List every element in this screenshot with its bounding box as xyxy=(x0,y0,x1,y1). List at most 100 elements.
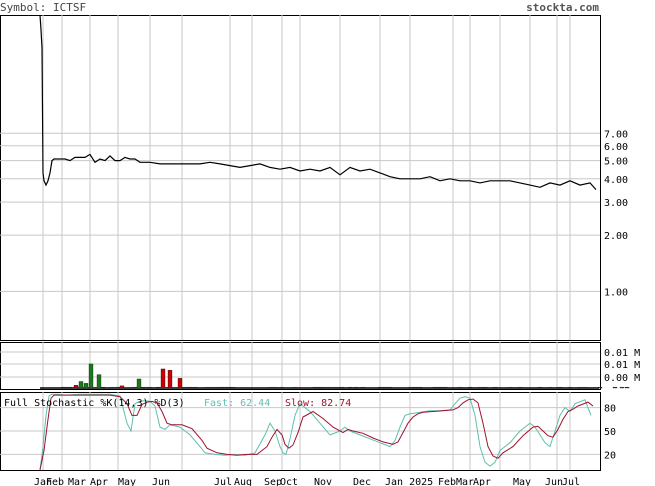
volume-bar xyxy=(100,386,106,389)
volume-bar xyxy=(187,386,193,389)
fast-label: Fast: 62.44 xyxy=(204,398,270,409)
x-tick-label: Jun xyxy=(152,477,170,486)
volume-bar xyxy=(279,386,285,389)
x-tick-label: Jul xyxy=(214,477,232,486)
volume-bar xyxy=(218,386,224,389)
volume-bar xyxy=(482,386,488,389)
volume-tick-label: 0.01 M xyxy=(604,348,640,359)
volume-bar xyxy=(582,386,588,389)
x-tick-label: Jul xyxy=(562,477,580,486)
volume-bar xyxy=(537,386,543,389)
volume-tick-label: 0.00 M xyxy=(604,373,640,384)
volume-bar xyxy=(567,386,573,389)
volume-panel xyxy=(40,363,630,389)
volume-bar xyxy=(119,385,125,389)
stochastic-title: Full Stochastic %K(14,3) %D(3) xyxy=(4,398,185,409)
volume-bar xyxy=(353,386,359,389)
price-tick-label: 2.00 xyxy=(604,231,628,242)
volume-bar xyxy=(347,386,353,389)
volume-bar xyxy=(230,386,236,389)
volume-bar xyxy=(387,386,393,389)
price-tick-label: 7.00 xyxy=(604,129,628,140)
volume-bar xyxy=(109,386,115,389)
volume-bar xyxy=(272,386,278,389)
x-tick-label: Nov xyxy=(314,477,332,486)
volume-bar xyxy=(577,386,583,389)
volume-bar xyxy=(312,386,318,389)
symbol-label: Symbol: ICTSF xyxy=(0,1,86,14)
volume-bar xyxy=(507,386,513,389)
volume-bar xyxy=(147,386,153,389)
volume-bar xyxy=(467,386,473,389)
x-tick-label: Dec xyxy=(353,477,371,486)
volume-bar xyxy=(322,386,328,389)
volume-bar xyxy=(78,381,84,389)
x-tick-label: Jan 2025 xyxy=(385,477,433,486)
volume-bar xyxy=(327,386,333,389)
slow-label: Slow: 82.74 xyxy=(285,398,351,409)
volume-bar xyxy=(597,386,603,389)
volume-bar xyxy=(492,386,498,389)
x-tick-label: Sep xyxy=(264,477,282,486)
volume-bar xyxy=(177,378,183,389)
volume-bar xyxy=(182,386,188,389)
volume-bar xyxy=(115,386,121,389)
volume-bar xyxy=(382,386,388,389)
x-tick-label: Mar xyxy=(456,477,474,486)
x-tick-label: May xyxy=(513,477,531,486)
volume-bar xyxy=(226,386,232,389)
price-tick-label: 1.00 xyxy=(604,287,628,298)
x-tick-label: Jun xyxy=(545,477,563,486)
volume-bar xyxy=(222,386,228,389)
price-tick-label: 3.00 xyxy=(604,198,628,209)
volume-bar xyxy=(360,386,366,389)
volume-bar xyxy=(457,386,463,389)
x-tick-label: Aug xyxy=(234,477,252,486)
price-series-line xyxy=(39,14,597,191)
x-tick-label: May xyxy=(118,477,136,486)
volume-bar xyxy=(73,385,79,389)
volume-bar xyxy=(292,386,298,389)
stoch-fast-line xyxy=(39,393,592,471)
price-tick-label: 5.00 xyxy=(604,157,628,168)
stoch-tick-label: 80 xyxy=(604,404,616,415)
volume-tick-label: 0.01 M xyxy=(604,360,640,371)
volume-bar xyxy=(624,386,630,389)
price-panel xyxy=(39,14,597,191)
stoch-slow-line xyxy=(39,394,594,471)
volume-bar xyxy=(517,386,523,389)
x-tick-label: Apr xyxy=(473,477,491,486)
stochastic-panel xyxy=(39,393,594,471)
stoch-tick-label: 50 xyxy=(604,427,616,438)
x-tick-label: Apr xyxy=(90,477,108,486)
volume-bar xyxy=(214,386,220,389)
volume-bar xyxy=(377,386,383,389)
volume-bar xyxy=(333,386,339,389)
volume-bar xyxy=(437,386,443,389)
volume-bar xyxy=(62,386,68,389)
volume-bar xyxy=(339,386,345,389)
site-link[interactable]: stockta.com xyxy=(526,1,599,14)
volume-bar xyxy=(417,386,423,389)
stoch-tick-label: 20 xyxy=(604,450,616,461)
volume-bar xyxy=(209,386,215,389)
x-tick-label: Oct xyxy=(280,477,298,486)
x-tick-label: Jan xyxy=(34,477,52,486)
volume-bar xyxy=(477,386,483,389)
volume-bar xyxy=(155,386,161,389)
volume-bar xyxy=(432,386,438,389)
volume-bar xyxy=(136,378,142,389)
volume-bar xyxy=(132,386,138,389)
price-tick-label: 4.00 xyxy=(604,175,628,186)
volume-bar xyxy=(267,386,273,389)
x-tick-label: Feb xyxy=(438,477,456,486)
volume-bar xyxy=(96,374,102,389)
volume-bar xyxy=(204,386,210,389)
price-tick-label: 6.00 xyxy=(604,142,628,153)
volume-bar xyxy=(547,386,553,389)
volume-bar xyxy=(167,370,173,389)
volume-bar xyxy=(143,386,149,389)
axis-labels: 7.00 6.00 5.00 4.00 3.00 2.00 1.00 0.01 M0.01 M… xyxy=(34,129,640,486)
volume-bar xyxy=(317,386,323,389)
